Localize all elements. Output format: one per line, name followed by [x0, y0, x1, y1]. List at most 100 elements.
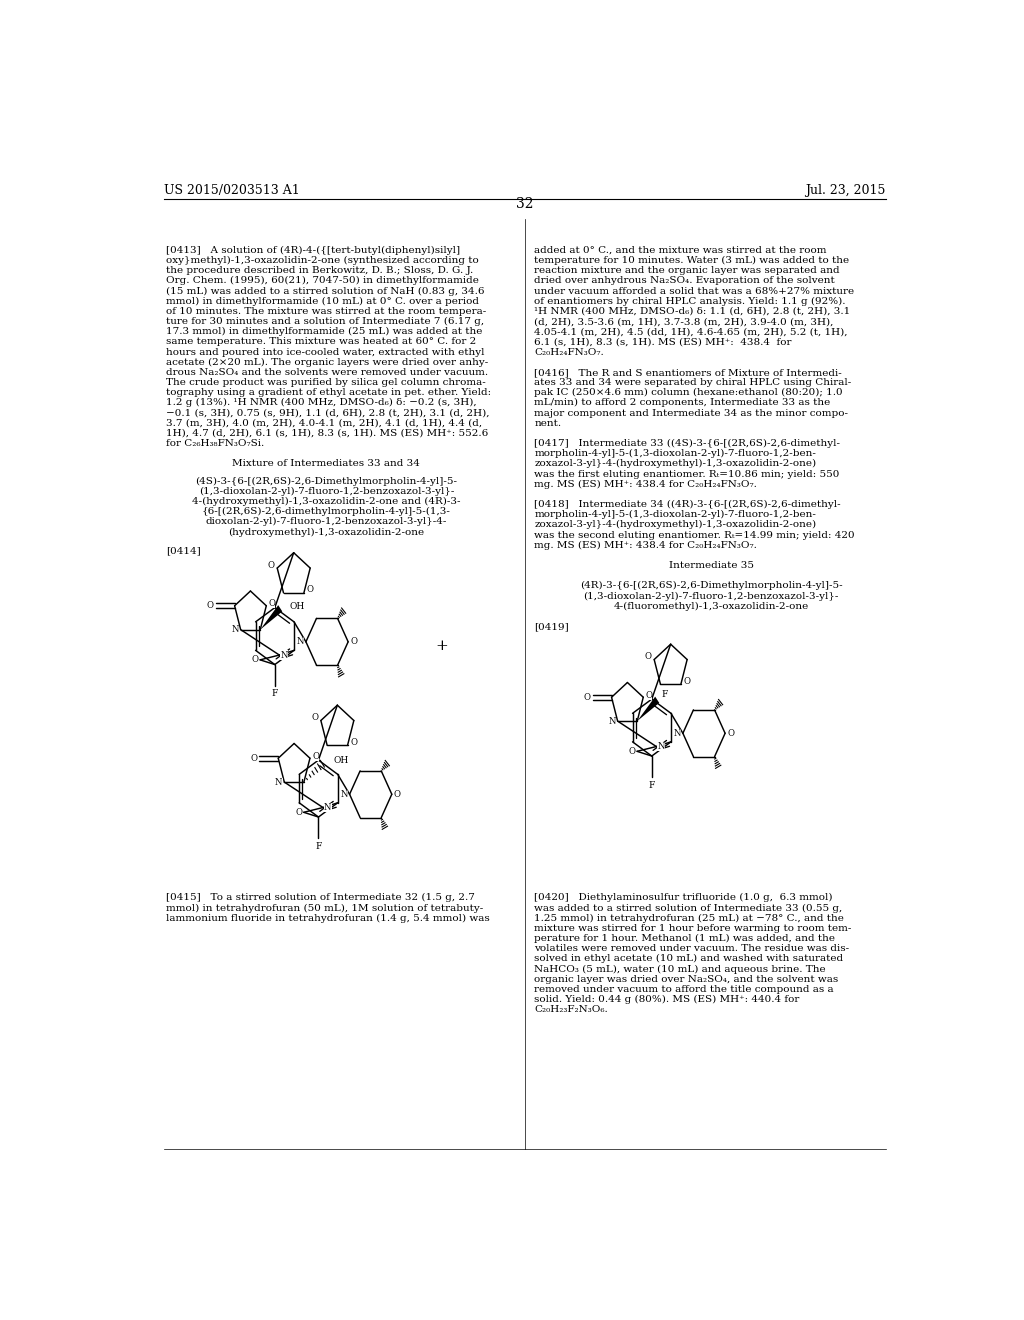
Text: ates 33 and 34 were separated by chiral HPLC using Chiral-: ates 33 and 34 were separated by chiral …	[535, 378, 852, 387]
Text: morpholin-4-yl]-5-(1,3-dioxolan-2-yl)-7-fluoro-1,2-ben-: morpholin-4-yl]-5-(1,3-dioxolan-2-yl)-7-…	[535, 449, 816, 458]
Text: major component and Intermediate 34 as the minor compo-: major component and Intermediate 34 as t…	[535, 409, 848, 417]
Text: (hydroxymethyl)-1,3-oxazolidin-2-one: (hydroxymethyl)-1,3-oxazolidin-2-one	[228, 528, 425, 536]
Text: O: O	[394, 789, 400, 799]
Text: (d, 2H), 3.5-3.6 (m, 1H), 3.7-3.8 (m, 2H), 3.9-4.0 (m, 3H),: (d, 2H), 3.5-3.6 (m, 1H), 3.7-3.8 (m, 2H…	[535, 317, 834, 326]
Text: N: N	[674, 729, 681, 738]
Text: dioxolan-2-yl)-7-fluoro-1,2-benzoxazol-3-yl}-4-: dioxolan-2-yl)-7-fluoro-1,2-benzoxazol-3…	[206, 517, 447, 527]
Text: [0416]   The R and S enantiomers of Mixture of Intermedi-: [0416] The R and S enantiomers of Mixtur…	[535, 368, 842, 378]
Text: N: N	[275, 777, 283, 787]
Text: {6-[(2R,6S)-2,6-dimethylmorpholin-4-yl]-5-(1,3-: {6-[(2R,6S)-2,6-dimethylmorpholin-4-yl]-…	[202, 507, 451, 516]
Text: 4.05-4.1 (m, 2H), 4.5 (dd, 1H), 4.6-4.65 (m, 2H), 5.2 (t, 1H),: 4.05-4.1 (m, 2H), 4.5 (dd, 1H), 4.6-4.65…	[535, 327, 848, 337]
Text: F: F	[315, 842, 322, 851]
Text: O: O	[684, 677, 691, 686]
Text: F: F	[662, 690, 668, 700]
Text: solved in ethyl acetate (10 mL) and washed with saturated: solved in ethyl acetate (10 mL) and wash…	[535, 954, 844, 964]
Text: (1,3-dioxolan-2-yl)-7-fluoro-1,2-benzoxazol-3-yl}-: (1,3-dioxolan-2-yl)-7-fluoro-1,2-benzoxa…	[584, 591, 839, 601]
Text: 1.2 g (13%). ¹H NMR (400 MHz, DMSO-d₆) δ: −0.2 (s, 3H),: 1.2 g (13%). ¹H NMR (400 MHz, DMSO-d₆) δ…	[166, 399, 477, 408]
Text: mL/min) to afford 2 components, Intermediate 33 as the: mL/min) to afford 2 components, Intermed…	[535, 399, 830, 408]
Text: O: O	[252, 655, 259, 664]
Text: 17.3 mmol) in dimethylformamide (25 mL) was added at the: 17.3 mmol) in dimethylformamide (25 mL) …	[166, 327, 482, 337]
Text: of 10 minutes. The mixture was stirred at the room tempera-: of 10 minutes. The mixture was stirred a…	[166, 308, 486, 315]
Text: N: N	[297, 638, 304, 647]
Text: (4R)-3-{6-[(2R,6S)-2,6-Dimethylmorpholin-4-yl]-5-: (4R)-3-{6-[(2R,6S)-2,6-Dimethylmorpholin…	[580, 581, 843, 590]
Polygon shape	[260, 605, 283, 630]
Text: was the second eluting enantiomer. Rₜ=14.99 min; yield: 420: was the second eluting enantiomer. Rₜ=14…	[535, 531, 855, 540]
Text: mixture was stirred for 1 hour before warming to room tem-: mixture was stirred for 1 hour before wa…	[535, 924, 852, 933]
Text: 1.25 mmol) in tetrahydrofuran (25 mL) at −78° C., and the: 1.25 mmol) in tetrahydrofuran (25 mL) at…	[535, 913, 844, 923]
Text: O: O	[307, 585, 313, 594]
Text: [0414]: [0414]	[166, 545, 201, 554]
Text: N: N	[657, 742, 665, 751]
Text: reaction mixture and the organic layer was separated and: reaction mixture and the organic layer w…	[535, 267, 840, 276]
Text: (4S)-3-{6-[(2R,6S)-2,6-Dimethylmorpholin-4-yl]-5-: (4S)-3-{6-[(2R,6S)-2,6-Dimethylmorpholin…	[196, 477, 458, 486]
Text: volatiles were removed under vacuum. The residue was dis-: volatiles were removed under vacuum. The…	[535, 944, 850, 953]
Text: F: F	[271, 689, 278, 698]
Text: of enantiomers by chiral HPLC analysis. Yield: 1.1 g (92%).: of enantiomers by chiral HPLC analysis. …	[535, 297, 846, 306]
Text: [0419]: [0419]	[535, 622, 569, 631]
Text: mg. MS (ES) MH⁺: 438.4 for C₂₀H₂₄FN₃O₇.: mg. MS (ES) MH⁺: 438.4 for C₂₀H₂₄FN₃O₇.	[535, 479, 757, 488]
Text: tography using a gradient of ethyl acetate in pet. ether. Yield:: tography using a gradient of ethyl aceta…	[166, 388, 492, 397]
Text: pak IC (250×4.6 mm) column (hexane:ethanol (80:20); 1.0: pak IC (250×4.6 mm) column (hexane:ethan…	[535, 388, 843, 397]
Text: for C₂₆H₃₈FN₃O₇Si.: for C₂₆H₃₈FN₃O₇Si.	[166, 440, 264, 447]
Text: 32: 32	[516, 197, 534, 211]
Text: nent.: nent.	[535, 418, 561, 428]
Text: N: N	[608, 717, 615, 726]
Text: 3.7 (m, 3H), 4.0 (m, 2H), 4.0-4.1 (m, 2H), 4.1 (d, 1H), 4.4 (d,: 3.7 (m, 3H), 4.0 (m, 2H), 4.0-4.1 (m, 2H…	[166, 418, 482, 428]
Text: ture for 30 minutes and a solution of Intermediate 7 (6.17 g,: ture for 30 minutes and a solution of In…	[166, 317, 484, 326]
Text: O: O	[267, 561, 274, 569]
Text: O: O	[727, 729, 734, 738]
Text: O: O	[312, 751, 319, 760]
Text: perature for 1 hour. Methanol (1 mL) was added, and the: perature for 1 hour. Methanol (1 mL) was…	[535, 935, 836, 942]
Text: mmol) in tetrahydrofuran (50 mL), 1M solution of tetrabuty-: mmol) in tetrahydrofuran (50 mL), 1M sol…	[166, 903, 483, 912]
Text: O: O	[311, 713, 318, 722]
Text: O: O	[584, 693, 591, 702]
Text: zoxazol-3-yl}-4-(hydroxymethyl)-1,3-oxazolidin-2-one): zoxazol-3-yl}-4-(hydroxymethyl)-1,3-oxaz…	[535, 520, 816, 529]
Text: N: N	[340, 789, 348, 799]
Text: morpholin-4-yl]-5-(1,3-dioxolan-2-yl)-7-fluoro-1,2-ben-: morpholin-4-yl]-5-(1,3-dioxolan-2-yl)-7-…	[535, 510, 816, 519]
Text: organic layer was dried over Na₂SO₄, and the solvent was: organic layer was dried over Na₂SO₄, and…	[535, 974, 839, 983]
Text: Intermediate 35: Intermediate 35	[669, 561, 754, 570]
Text: drous Na₂SO₄ and the solvents were removed under vacuum.: drous Na₂SO₄ and the solvents were remov…	[166, 368, 488, 378]
Text: The crude product was purified by silica gel column chroma-: The crude product was purified by silica…	[166, 378, 485, 387]
Text: O: O	[350, 638, 357, 647]
Text: [0413]   A solution of (4R)-4-({[tert-butyl(diphenyl)silyl]: [0413] A solution of (4R)-4-({[tert-buty…	[166, 246, 460, 255]
Text: O: O	[645, 690, 652, 700]
Text: N: N	[324, 803, 332, 812]
Text: was the first eluting enantiomer. Rₜ=10.86 min; yield: 550: was the first eluting enantiomer. Rₜ=10.…	[535, 470, 840, 479]
Text: hours and poured into ice-cooled water, extracted with ethyl: hours and poured into ice-cooled water, …	[166, 347, 484, 356]
Text: O: O	[250, 754, 257, 763]
Text: (15 mL) was added to a stirred solution of NaH (0.83 g, 34.6: (15 mL) was added to a stirred solution …	[166, 286, 484, 296]
Text: Jul. 23, 2015: Jul. 23, 2015	[806, 183, 886, 197]
Text: O: O	[350, 738, 357, 747]
Text: [0415]   To a stirred solution of Intermediate 32 (1.5 g, 2.7: [0415] To a stirred solution of Intermed…	[166, 894, 475, 903]
Text: same temperature. This mixture was heated at 60° C. for 2: same temperature. This mixture was heate…	[166, 338, 476, 346]
Text: C₂₀H₂₃F₂N₃O₆.: C₂₀H₂₃F₂N₃O₆.	[535, 1006, 608, 1014]
Text: 4-(hydroxymethyl)-1,3-oxazolidin-2-one and (4R)-3-: 4-(hydroxymethyl)-1,3-oxazolidin-2-one a…	[193, 496, 461, 506]
Text: Org. Chem. (1995), 60(21), 7047-50) in dimethylformamide: Org. Chem. (1995), 60(21), 7047-50) in d…	[166, 276, 479, 285]
Text: +: +	[435, 639, 447, 653]
Text: temperature for 10 minutes. Water (3 mL) was added to the: temperature for 10 minutes. Water (3 mL)…	[535, 256, 850, 265]
Text: F: F	[648, 781, 655, 789]
Text: N: N	[231, 626, 239, 634]
Text: OH: OH	[334, 755, 348, 764]
Text: (1,3-dioxolan-2-yl)-7-fluoro-1,2-benzoxazol-3-yl}-: (1,3-dioxolan-2-yl)-7-fluoro-1,2-benzoxa…	[199, 487, 454, 496]
Text: US 2015/0203513 A1: US 2015/0203513 A1	[164, 183, 299, 197]
Text: O: O	[268, 599, 275, 609]
Text: the procedure described in Berkowitz, D. B.; Sloss, D. G. J.: the procedure described in Berkowitz, D.…	[166, 267, 473, 276]
Text: Mixture of Intermediates 33 and 34: Mixture of Intermediates 33 and 34	[232, 459, 420, 469]
Text: solid. Yield: 0.44 g (80%). MS (ES) MH⁺: 440.4 for: solid. Yield: 0.44 g (80%). MS (ES) MH⁺:…	[535, 995, 800, 1005]
Text: [0420]   Diethylaminosulfur trifluoride (1.0 g,  6.3 mmol): [0420] Diethylaminosulfur trifluoride (1…	[535, 894, 833, 903]
Text: [0417]   Intermediate 33 ((4S)-3-{6-[(2R,6S)-2,6-dimethyl-: [0417] Intermediate 33 ((4S)-3-{6-[(2R,6…	[535, 440, 841, 447]
Text: removed under vacuum to afford the title compound as a: removed under vacuum to afford the title…	[535, 985, 834, 994]
Text: under vacuum afforded a solid that was a 68%+27% mixture: under vacuum afforded a solid that was a…	[535, 286, 854, 296]
Text: O: O	[629, 747, 636, 756]
Text: O: O	[207, 602, 214, 610]
Text: 6.1 (s, 1H), 8.3 (s, 1H). MS (ES) MH⁺:  438.4  for: 6.1 (s, 1H), 8.3 (s, 1H). MS (ES) MH⁺: 4…	[535, 338, 792, 346]
Text: O: O	[644, 652, 651, 661]
Text: acetate (2×20 mL). The organic layers were dried over anhy-: acetate (2×20 mL). The organic layers we…	[166, 358, 488, 367]
Text: OH: OH	[290, 602, 305, 611]
Text: 1H), 4.7 (d, 2H), 6.1 (s, 1H), 8.3 (s, 1H). MS (ES) MH⁺: 552.6: 1H), 4.7 (d, 2H), 6.1 (s, 1H), 8.3 (s, 1…	[166, 429, 488, 438]
Text: was added to a stirred solution of Intermediate 33 (0.55 g,: was added to a stirred solution of Inter…	[535, 903, 843, 912]
Text: C₂₀H₂₄FN₃O₇.: C₂₀H₂₄FN₃O₇.	[535, 347, 604, 356]
Text: mmol) in dimethylformamide (10 mL) at 0° C. over a period: mmol) in dimethylformamide (10 mL) at 0°…	[166, 297, 479, 306]
